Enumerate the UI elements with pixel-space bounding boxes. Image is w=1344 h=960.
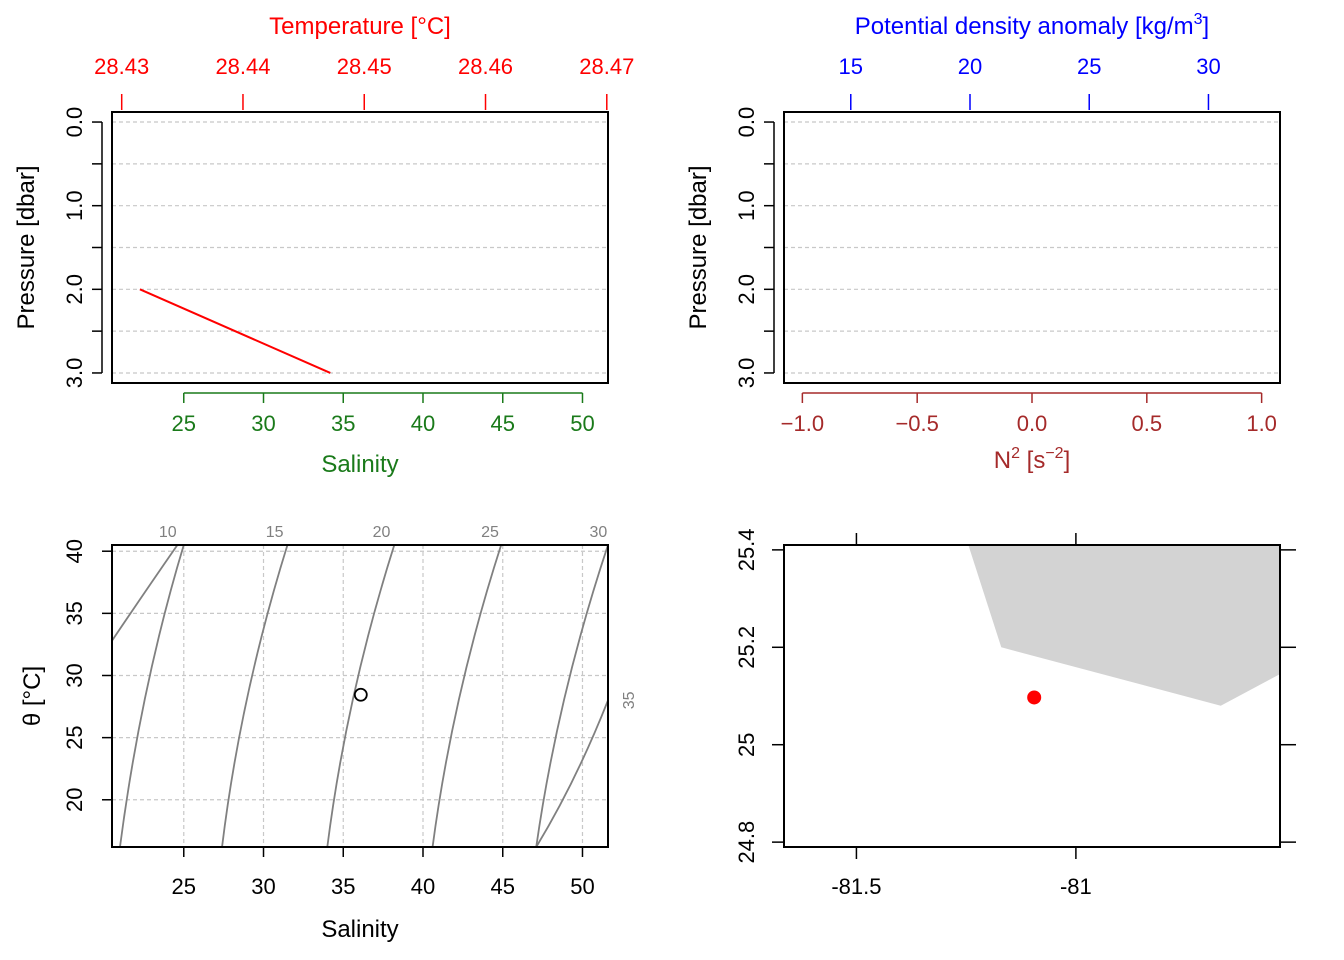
y-tick-label: 3.0	[734, 358, 759, 389]
isopycnal-25	[431, 545, 503, 847]
plot-frame	[111, 544, 609, 848]
ts-diagram-panel: 10 15 20 25 30 35 25 30 35 40 45 50 Salinity 20 25 30 35…	[19, 524, 638, 943]
y-tick-label: 2.0	[62, 274, 87, 305]
isopycnal-label: 35	[621, 691, 638, 709]
isopycnal-20	[326, 545, 396, 847]
isopycnal-35	[535, 700, 608, 847]
x-tick-label: 30	[251, 874, 275, 899]
y-tick-label: 25	[62, 725, 87, 749]
n2-tick-label: −1.0	[781, 411, 824, 436]
y-tick-label: 40	[62, 539, 87, 563]
salinity-tick-label: 30	[251, 411, 275, 436]
n2-tick-label: −0.5	[895, 411, 938, 436]
y-tick-label: 0.0	[734, 107, 759, 138]
n2-tick-label: 0.0	[1017, 411, 1048, 436]
isopycnal-10	[119, 545, 185, 847]
y-tick-label: 2.0	[734, 274, 759, 305]
temperature-salinity-pressure-panel: 0.0 1.0 2.0 3.0 Pressure [dbar] 25 30 35 40 45 50 S…	[13, 13, 634, 478]
temperature-tick-label: 28.47	[579, 54, 634, 79]
plot-frame	[783, 544, 1281, 848]
density-axis-title: Potential density anomaly [kg/m3]	[855, 11, 1209, 40]
isopycnal-label: 25	[481, 524, 499, 541]
n2-axis-title-part: −2	[1045, 445, 1063, 462]
latitude-tick-label: 25.2	[734, 626, 759, 669]
density-axis-title-part: 3	[1194, 11, 1203, 28]
isopycnal-label: 10	[159, 524, 177, 541]
temperature-profile-line	[139, 288, 331, 374]
salinity-tick-label: 35	[331, 411, 355, 436]
y-tick-label: 1.0	[734, 190, 759, 221]
x-tick-label: 45	[490, 874, 514, 899]
y-tick-label: 3.0	[62, 358, 87, 389]
y-tick-label: 0.0	[62, 107, 87, 138]
longitude-tick-label: -81	[1060, 874, 1092, 899]
salinity-tick-label: 25	[172, 411, 196, 436]
isopycnal-label: 15	[266, 524, 284, 541]
density-tick-label: 20	[958, 54, 982, 79]
plot-frame	[783, 111, 1281, 384]
isopycnal-15	[221, 545, 289, 847]
temperature-axis-title: Temperature [°C]	[269, 13, 451, 40]
isopycnal-10-upper	[112, 545, 179, 642]
isopycnal-label: 20	[373, 524, 391, 541]
density-tick-label: 30	[1196, 54, 1220, 79]
plot-frame	[111, 111, 609, 384]
salinity-tick-label: 45	[490, 411, 514, 436]
y-tick-label: 35	[62, 601, 87, 625]
density-axis-title-part: ]	[1203, 13, 1210, 40]
y-tick-label: 20	[62, 788, 87, 812]
y-axis-title: Pressure [dbar]	[13, 165, 40, 329]
station-marker	[1027, 690, 1042, 705]
density-tick-label: 25	[1077, 54, 1101, 79]
n2-axis-title-part: N	[994, 447, 1011, 474]
n2-axis-title: N2 [s−2]	[994, 445, 1071, 474]
x-tick-label: 25	[172, 874, 196, 899]
latitude-tick-label: 25	[734, 732, 759, 756]
temperature-tick-label: 28.46	[458, 54, 513, 79]
longitude-tick-label: -81.5	[831, 874, 881, 899]
density-tick-label: 15	[839, 54, 863, 79]
temperature-tick-label: 28.44	[215, 54, 270, 79]
n2-axis-title-part: ]	[1064, 447, 1071, 474]
land-polygon	[968, 545, 1280, 706]
y-axis-title: θ [°C]	[19, 666, 46, 726]
salinity-tick-label: 50	[570, 411, 594, 436]
density-axis-title-part: Potential density anomaly [kg/m	[855, 13, 1194, 40]
n2-tick-label: 0.5	[1132, 411, 1163, 436]
isopycnal-lines	[112, 545, 608, 847]
salinity-tick-label: 40	[411, 411, 435, 436]
isopycnal-30	[535, 545, 608, 847]
x-tick-label: 35	[331, 874, 355, 899]
ts-point	[353, 687, 368, 702]
n2-axis-title-part: 2	[1011, 445, 1020, 462]
latitude-tick-label: 25.4	[734, 528, 759, 571]
y-axis-title: Pressure [dbar]	[685, 165, 712, 329]
n2-axis-title-part: [s	[1020, 447, 1045, 474]
x-tick-label: 40	[411, 874, 435, 899]
x-tick-label: 50	[570, 874, 594, 899]
salinity-axis-title: Salinity	[321, 451, 398, 478]
station-map-panel: -81.5 -81 24.8 25 25.2 25.4	[734, 528, 1296, 899]
temperature-tick-label: 28.45	[337, 54, 392, 79]
y-tick-label: 1.0	[62, 190, 87, 221]
x-axis-title: Salinity	[321, 916, 398, 943]
latitude-tick-label: 24.8	[734, 821, 759, 864]
n2-tick-label: 1.0	[1246, 411, 1277, 436]
y-tick-label: 30	[62, 663, 87, 687]
temperature-tick-label: 28.43	[94, 54, 149, 79]
density-n2-pressure-panel: 0.0 1.0 2.0 3.0 Pressure [dbar] −1.0 −0.5 0.0 0.…	[685, 11, 1281, 474]
isopycnal-label: 30	[590, 524, 608, 541]
